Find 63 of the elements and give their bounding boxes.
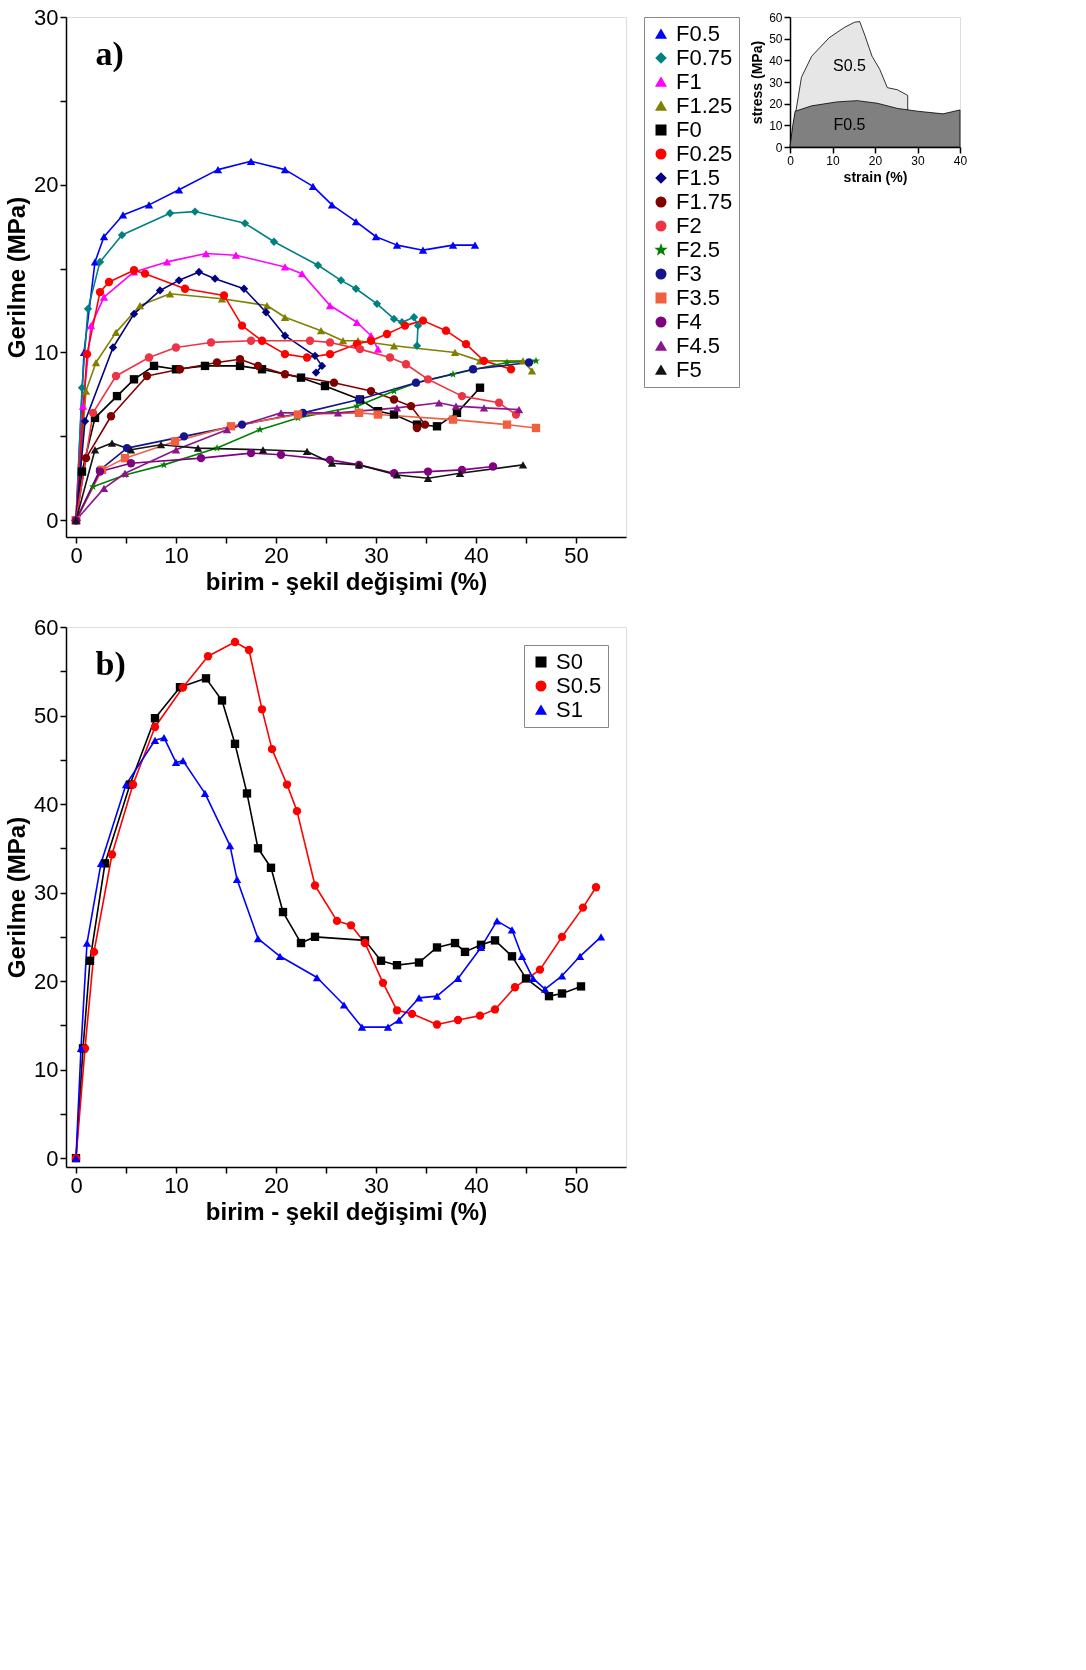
- x-tick-label: 40: [953, 153, 968, 168]
- x-tick-label: 30: [364, 542, 389, 568]
- x-tick-label: 40: [464, 542, 489, 568]
- legend-label: F2.5: [676, 237, 721, 262]
- legend-label: F3: [676, 261, 702, 286]
- y-axis-title: Gerilme (MPa): [3, 196, 31, 359]
- x-axis-title: strain (%): [843, 168, 908, 185]
- y-tick-label: 10: [34, 1057, 59, 1083]
- y-tick-label: 30: [34, 880, 59, 906]
- y-tick-label: 20: [769, 97, 783, 112]
- y-tick-label: 60: [34, 614, 59, 640]
- y-tick-label: 0: [46, 507, 59, 533]
- y-axis-title: Gerilme (MPa): [3, 816, 31, 979]
- x-tick-label: 20: [264, 542, 289, 568]
- y-tick-label: 20: [34, 968, 59, 994]
- y-tick-label: 40: [34, 791, 59, 817]
- legend-label: F2: [676, 213, 702, 238]
- text: a): [95, 35, 124, 73]
- legend-label: F4.5: [676, 333, 721, 358]
- x-axis-title: birim - şekil değişimi (%): [205, 1197, 488, 1225]
- x-tick-label: 20: [868, 153, 883, 168]
- legend-label: F0.5: [676, 21, 721, 46]
- legend-label: F1: [676, 69, 702, 94]
- x-tick-label: 50: [564, 542, 589, 568]
- annotation: S0.5: [833, 57, 867, 75]
- x-tick-label: 0: [70, 1172, 83, 1198]
- annotation: F0.5: [833, 115, 866, 133]
- legend-label: F0.25: [676, 141, 733, 166]
- x-tick-label: 30: [911, 153, 925, 168]
- legend-label: F1.75: [676, 189, 733, 214]
- y-tick-label: 30: [769, 75, 783, 90]
- y-tick-label: 50: [769, 32, 783, 47]
- legend-label: S0: [556, 649, 583, 674]
- y-tick-label: 0: [775, 140, 783, 155]
- x-tick-label: 0: [787, 153, 795, 168]
- legend-label: F4: [676, 309, 702, 334]
- legend-label: F0: [676, 117, 702, 142]
- y-tick-label: 20: [34, 172, 59, 198]
- x-tick-label: 10: [164, 542, 189, 568]
- legend-label: F1.25: [676, 93, 733, 118]
- x-axis-title: birim - şekil değişimi (%): [205, 567, 488, 595]
- legend-label: F3.5: [676, 285, 721, 310]
- legend-label: S1: [556, 697, 583, 722]
- x-tick-label: 40: [464, 1172, 489, 1198]
- x-tick-label: 10: [164, 1172, 189, 1198]
- x-tick-label: 30: [364, 1172, 389, 1198]
- legend-label: F5: [676, 357, 702, 382]
- x-tick-label: 50: [564, 1172, 589, 1198]
- y-tick-label: 10: [34, 339, 59, 365]
- text: b): [95, 645, 126, 683]
- y-tick-label: 30: [34, 4, 59, 30]
- y-tick-label: 50: [34, 703, 59, 729]
- y-tick-label: 0: [46, 1145, 59, 1171]
- legend-label: F0.75: [676, 45, 733, 70]
- y-tick-label: 10: [769, 118, 783, 133]
- x-tick-label: 20: [264, 1172, 289, 1198]
- y-tick-label: 40: [769, 53, 783, 68]
- y-axis-title: stress (MPa): [749, 40, 766, 125]
- legend-label: F1.5: [676, 165, 721, 190]
- x-tick-label: 0: [70, 542, 83, 568]
- x-tick-label: 10: [826, 153, 840, 168]
- legend-label: S0.5: [556, 673, 602, 698]
- y-tick-label: 60: [769, 10, 783, 25]
